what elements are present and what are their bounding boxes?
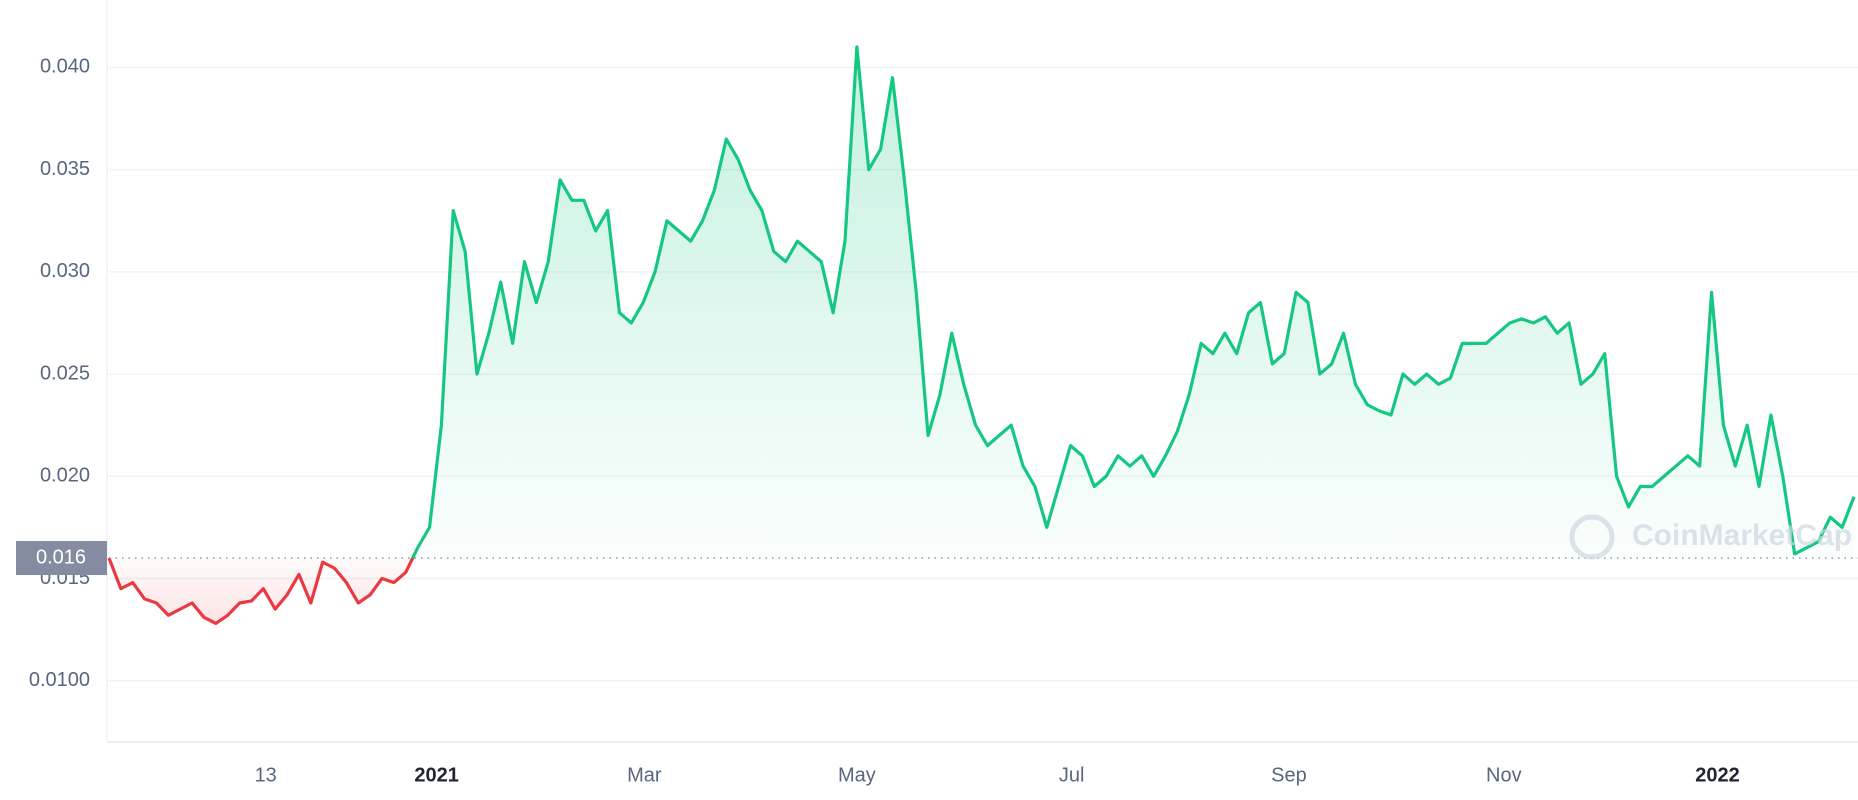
x-tick-label: 2021 [414, 764, 459, 786]
x-tick-label: May [838, 764, 876, 786]
baseline-label: 0.016 [36, 546, 86, 568]
watermark-logo [1569, 514, 1615, 560]
price-area [109, 47, 1854, 624]
x-tick-label: Nov [1486, 764, 1522, 786]
y-tick-label: 0.040 [40, 56, 90, 78]
y-tick-label: 0.0100 [29, 669, 90, 691]
y-tick-label: 0.020 [40, 465, 90, 487]
x-tick-label: Jul [1059, 764, 1085, 786]
y-tick-label: 0.025 [40, 362, 90, 384]
price-line [107, 45, 1856, 626]
x-tick-label: 2022 [1695, 764, 1740, 786]
watermark: CoinMarketCap [1632, 519, 1852, 552]
x-tick-label: 13 [255, 764, 277, 786]
baseline-label-box [16, 541, 107, 576]
x-tick-label: Sep [1271, 764, 1307, 786]
y-tick-label: 0.035 [40, 158, 90, 180]
x-tick-label: Mar [627, 764, 662, 786]
y-tick-label: 0.030 [40, 260, 90, 282]
